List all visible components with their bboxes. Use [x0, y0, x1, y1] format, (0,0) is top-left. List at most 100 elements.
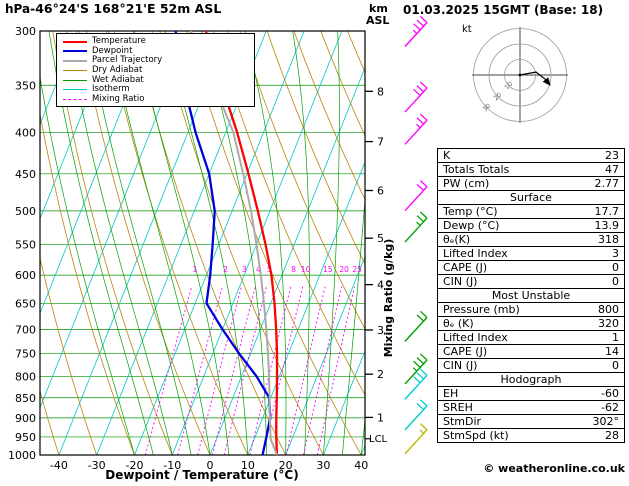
- temperature-tick-label: -20: [125, 459, 143, 472]
- sounding-curves: [174, 31, 279, 455]
- mixing-ratio-labels: 1 2 3 4 5 8 10 15 20 25: [193, 265, 363, 274]
- hodograph-ring-label: 10: [503, 80, 515, 92]
- stat-label: StmSpd (kt): [437, 428, 569, 443]
- mixing-ratio-value-label: 20: [339, 265, 349, 274]
- table-data-row: StmSpd (kt) 28: [437, 428, 625, 443]
- stat-label: θₑ (K): [437, 316, 569, 331]
- legend-item: Dry Adiabat: [63, 66, 250, 76]
- stat-value: 3: [568, 246, 625, 261]
- section-title: Hodograph: [437, 372, 625, 387]
- mixing-ratio-value-label: 3: [242, 265, 247, 274]
- legend-item: Parcel Trajectory: [63, 56, 250, 66]
- pressure-tick-label: 850: [15, 392, 36, 405]
- stat-value: 23: [568, 148, 625, 163]
- pressure-tick-labels: 300 350 400 450 500 550 600 650 700 750 800 850 900 9…: [8, 25, 36, 462]
- wet-adiabat-lines: [40, 31, 365, 455]
- temperature-tick-label: -30: [88, 459, 106, 472]
- km-asl-ticks: 1 2 3 4 5 6 7 8: [365, 85, 384, 424]
- table-data-row: θₑ (K) 320: [437, 316, 625, 331]
- pressure-tick-label: 450: [15, 168, 36, 181]
- stat-label: CIN (J): [437, 274, 569, 289]
- skewt-plot: hPa -46°24'S 168°21'E 52m ASL km ASL Dew…: [5, 1, 428, 482]
- legend-item-label: Mixing Ratio: [92, 93, 145, 104]
- mixing-ratio-value-label: 1: [193, 265, 198, 274]
- table-data-row: CIN (J) 0: [437, 358, 625, 373]
- table-section-header-row: Hodograph: [437, 372, 625, 387]
- station-title: -46°24'S 168°21'E 52m ASL: [30, 1, 221, 16]
- legend-item-label: Parcel Trajectory: [92, 55, 163, 66]
- stat-value: 1: [568, 330, 625, 345]
- mixing-ratio-value-label: 15: [323, 265, 333, 274]
- stat-value: 47: [568, 162, 625, 177]
- stat-label: θₑ(K): [437, 232, 569, 247]
- table-data-row: CAPE (J) 14: [437, 344, 625, 359]
- legend-line-sample: [63, 70, 87, 72]
- stat-label: Dewp (°C): [437, 218, 569, 233]
- stat-value: -60: [568, 386, 625, 401]
- stat-value: 0: [568, 358, 625, 373]
- legend-line-sample: [63, 79, 87, 81]
- stat-value: -62: [568, 400, 625, 415]
- table-data-row: EH -60: [437, 386, 625, 401]
- stat-label: CAPE (J): [437, 260, 569, 275]
- pressure-tick-label: 900: [15, 412, 36, 425]
- stat-label: Lifted Index: [437, 330, 569, 345]
- table-data-row: StmDir 302°: [437, 414, 625, 429]
- stat-label: K: [437, 148, 569, 163]
- stat-label: Totals Totals: [437, 162, 569, 177]
- pressure-tick-label: 650: [15, 297, 36, 310]
- stat-label: StmDir: [437, 414, 569, 429]
- stat-label: Lifted Index: [437, 246, 569, 261]
- stat-label: EH: [437, 386, 569, 401]
- temperature-tick-label: 0: [207, 459, 214, 472]
- section-title: Most Unstable: [437, 288, 625, 303]
- copyright: © weatheronline.co.uk: [483, 462, 625, 475]
- pressure-tick-label: 300: [15, 25, 36, 38]
- stat-value: 17.7: [568, 204, 625, 219]
- pressure-tick-label: 700: [15, 323, 36, 336]
- table-data-row: PW (cm) 2.77: [437, 176, 625, 191]
- legend-item-label: Isotherm: [92, 84, 130, 95]
- stat-value: 0: [568, 260, 625, 275]
- temperature-tick-label: -10: [163, 459, 181, 472]
- stat-value: 318: [568, 232, 625, 247]
- pressure-tick-label: 800: [15, 370, 36, 383]
- datetime-title: 01.03.2025 15GMT (Base: 18): [403, 3, 604, 17]
- legend-item: Mixing Ratio: [63, 93, 250, 105]
- stat-value: 2.77: [568, 176, 625, 191]
- stat-label: PW (cm): [437, 176, 569, 191]
- temperature-tick-label: 30: [316, 459, 330, 472]
- legend-line-sample: [63, 40, 87, 43]
- legend-line-sample: [63, 98, 87, 100]
- wind-barbs: [404, 15, 428, 455]
- mixing-ratio-lines: [144, 286, 355, 455]
- pressure-tick-label: 750: [15, 348, 36, 361]
- mixing-ratio-axis-title: Mixing Ratio (g/kg): [382, 239, 395, 358]
- plot-frame: [39, 30, 366, 456]
- dry-adiabat-lines: [40, 31, 365, 455]
- temperature-tick-labels: -40 -30 -20 -10 0 10 20 30 40: [50, 459, 368, 472]
- hodograph-ring-label: 20: [492, 91, 504, 103]
- legend-item-label: Temperature: [92, 36, 146, 47]
- stat-value: 302°: [568, 414, 625, 429]
- legend-line-sample: [63, 89, 87, 91]
- stat-label: Pressure (mb): [437, 302, 569, 317]
- pressure-tick-label: 350: [15, 79, 36, 92]
- stat-value: 13.9: [568, 218, 625, 233]
- stat-value: 320: [568, 316, 625, 331]
- legend-item: Wet Adiabat: [63, 75, 250, 85]
- legend-line-sample: [63, 50, 87, 53]
- stat-label: Temp (°C): [437, 204, 569, 219]
- table-data-row: K 23: [437, 148, 625, 163]
- temperature-tick-label: 20: [279, 459, 293, 472]
- legend: Temperature Dewpoint Parcel Trajectory Dry …: [56, 33, 255, 108]
- legend-item-label: Dry Adiabat: [92, 65, 143, 76]
- table-data-row: CIN (J) 0: [437, 274, 625, 289]
- stat-value: 800: [568, 302, 625, 317]
- pressure-tick-label: 1000: [8, 449, 36, 462]
- mixing-ratio-value-label: 8: [291, 265, 296, 274]
- table-data-row: Dewp (°C) 13.9: [437, 218, 625, 233]
- stat-label: SREH: [437, 400, 569, 415]
- pressure-tick-label: 400: [15, 126, 36, 139]
